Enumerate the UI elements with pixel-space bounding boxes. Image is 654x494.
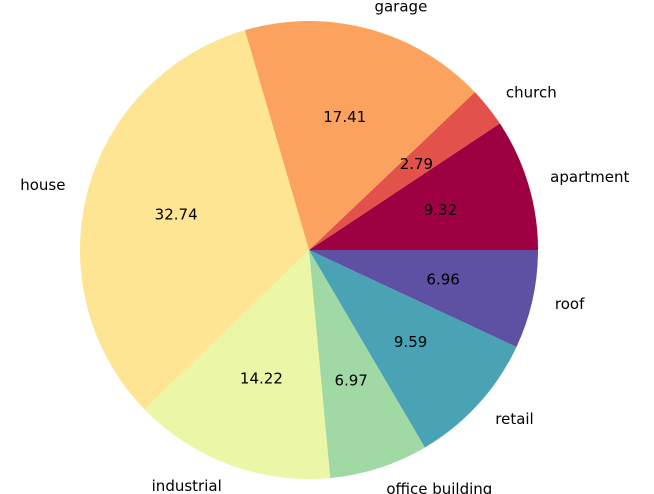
- pie-wedge: [309, 123, 538, 250]
- category-label: office building: [386, 480, 492, 494]
- value-label: 2.79: [400, 155, 433, 173]
- value-label: 32.74: [155, 205, 198, 223]
- value-label: 9.32: [424, 201, 457, 219]
- pie-wedge: [309, 92, 500, 250]
- pie-wedge: [309, 250, 538, 347]
- category-label: apartment: [550, 168, 629, 186]
- value-label: 14.22: [240, 369, 283, 387]
- category-label: industrial: [152, 477, 222, 494]
- category-label: garage: [374, 0, 427, 15]
- category-label: church: [506, 83, 557, 101]
- category-label: house: [20, 176, 65, 194]
- value-label: 6.97: [334, 371, 367, 389]
- value-label: 17.41: [323, 108, 366, 126]
- pie-wedge: [244, 21, 475, 251]
- pie-wedge: [309, 250, 517, 448]
- pie-wedge: [309, 250, 425, 479]
- value-label: 6.96: [426, 270, 459, 288]
- pie-wedge: [144, 250, 331, 479]
- value-label: 9.59: [394, 333, 427, 351]
- category-label: retail: [495, 410, 533, 428]
- category-label: roof: [555, 295, 585, 313]
- pie-wedge: [80, 30, 309, 410]
